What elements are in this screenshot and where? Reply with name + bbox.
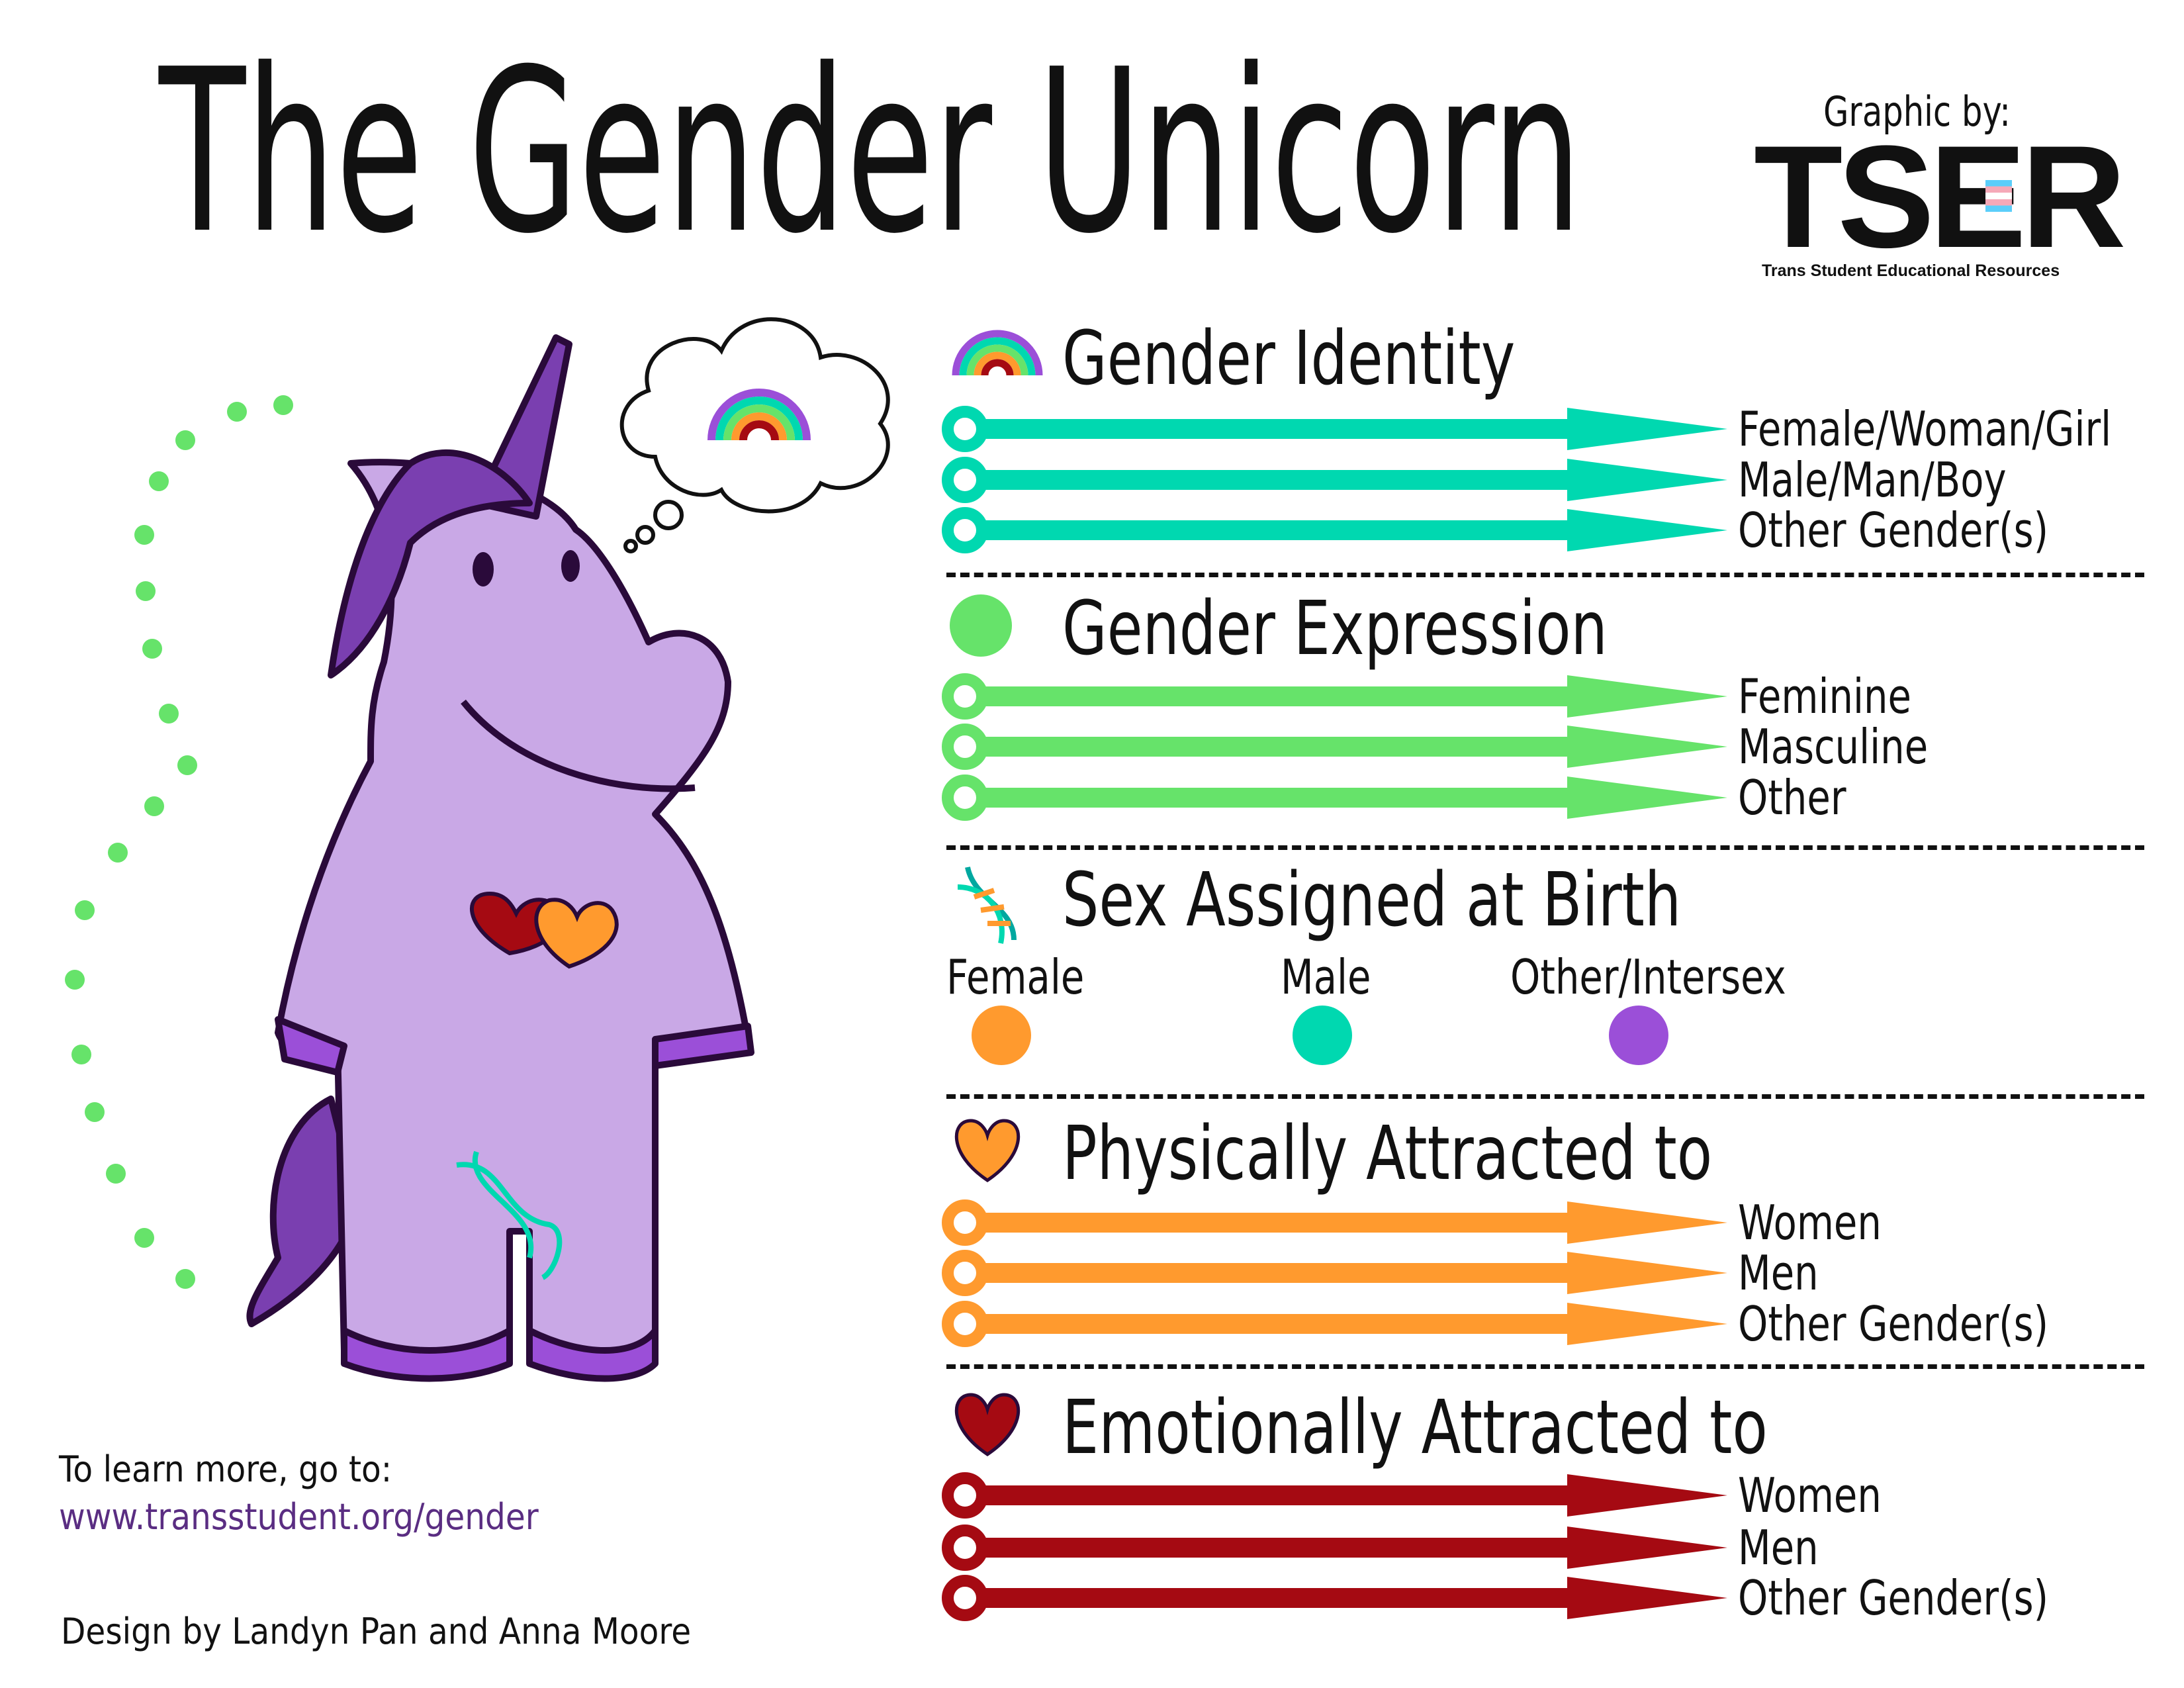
unicorn-hearts <box>469 891 619 969</box>
sex-option-dot[interactable] <box>972 1006 1031 1065</box>
orange-heart-icon <box>948 1114 1027 1190</box>
circle-icon <box>948 589 1021 665</box>
trans-flag-stripes <box>1985 180 2012 212</box>
spectrum-label: Other Gender(s) <box>1738 1296 2049 1352</box>
spectrum-label: Masculine <box>1738 719 1929 774</box>
section-title: Physically Attracted to <box>1062 1111 1713 1197</box>
spectrum-label: Men <box>1738 1520 1819 1575</box>
rainbow-icon <box>948 319 1047 381</box>
tser-logo: TSER <box>1754 124 2126 269</box>
learn-more-text: To learn more, go to: <box>59 1448 392 1490</box>
section-divider <box>946 1094 2144 1099</box>
spectrum-label: Women <box>1738 1195 1882 1250</box>
section-divider <box>946 573 2144 577</box>
section-title: Gender Expression <box>1062 586 1608 672</box>
unicorn-illustration <box>65 317 890 1382</box>
section-divider <box>946 845 2144 850</box>
spectrum-arrow[interactable] <box>940 1196 1734 1252</box>
spectrum-label: Male/Man/Boy <box>1738 452 2007 508</box>
page-title: The Gender Unicorn <box>159 21 1582 283</box>
graphic-by-label: Graphic by: <box>1823 87 2011 136</box>
spectrum-label: Female/Woman/Girl <box>1738 401 2112 457</box>
spectrum-arrow[interactable] <box>940 504 1734 559</box>
sex-option-dot[interactable] <box>1293 1006 1352 1065</box>
unicorn-face <box>461 550 696 792</box>
unicorn-dna <box>456 1150 563 1280</box>
spectrum-label: Women <box>1738 1468 1882 1523</box>
spectrum-label: Other Gender(s) <box>1738 1570 2049 1626</box>
spectrum-label: Feminine <box>1738 669 1911 724</box>
section-title: Emotionally Attracted to <box>1062 1385 1768 1471</box>
sex-option-label: Female <box>946 949 1085 1005</box>
thought-cloud <box>619 317 890 553</box>
design-credits: Design by Landyn Pan and Anna Moore <box>61 1611 692 1652</box>
spectrum-arrow[interactable] <box>940 1297 1734 1353</box>
unicorn-cuffs <box>275 1016 754 1382</box>
learn-more-link[interactable]: www.transstudent.org/gender <box>59 1496 539 1538</box>
cloud-rainbow-icon <box>707 389 811 441</box>
spectrum-label: Other Gender(s) <box>1738 502 2049 558</box>
section-title: Sex Assigned at Birth <box>1062 857 1682 943</box>
tser-logo-text: TSER <box>1754 115 2126 278</box>
spectrum-arrow[interactable] <box>940 1246 1734 1302</box>
unicorn-mane <box>328 449 533 679</box>
spectrum-arrow[interactable] <box>940 720 1734 776</box>
spectrum-label: Men <box>1738 1245 1819 1301</box>
tser-subtitle: Trans Student Educational Resources <box>1762 261 2060 280</box>
spectrum-arrow[interactable] <box>940 771 1734 827</box>
section-title: Gender Identity <box>1062 316 1516 402</box>
red-heart-icon <box>948 1388 1027 1464</box>
dna-icon <box>948 861 1027 949</box>
spectrum-arrow[interactable] <box>940 670 1734 726</box>
spectrum-arrow[interactable] <box>940 402 1734 458</box>
sex-option-label: Other/Intersex <box>1510 949 1786 1005</box>
spectrum-label: Other <box>1738 770 1846 825</box>
spectrum-arrow[interactable] <box>940 1571 1734 1627</box>
spectrum-arrow[interactable] <box>940 1521 1734 1577</box>
sex-option-label: Male <box>1281 949 1371 1005</box>
spectrum-arrow[interactable] <box>940 453 1734 509</box>
spectrum-arrow[interactable] <box>940 1469 1734 1524</box>
dotted-arc <box>65 395 293 1289</box>
section-divider <box>946 1364 2144 1369</box>
sex-option-dot[interactable] <box>1609 1006 1668 1065</box>
unicorn-tail <box>246 1096 361 1327</box>
